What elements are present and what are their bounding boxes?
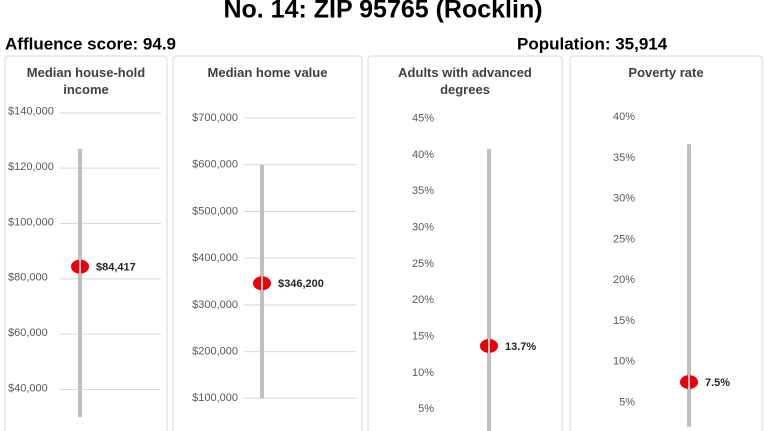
y-tick-label: $140,000	[8, 106, 54, 118]
y-tick-label: 45%	[412, 112, 434, 124]
y-tick-label: 15%	[412, 330, 434, 342]
value-label: 13.7%	[505, 341, 536, 353]
y-tick-label: 35%	[412, 185, 434, 197]
y-tick-label: 40%	[613, 111, 635, 123]
y-tick-label: 35%	[613, 152, 635, 164]
chart-title: Adults with advanced degrees	[398, 65, 532, 97]
panel	[172, 55, 363, 431]
y-tick-label: $40,000	[8, 382, 48, 394]
y-tick-label: $100,000	[192, 392, 238, 404]
y-tick-label: 10%	[412, 367, 434, 379]
y-tick-label: $700,000	[192, 112, 238, 124]
panel	[4, 55, 168, 431]
y-tick-label: $60,000	[8, 327, 48, 339]
y-tick-label: 25%	[412, 258, 434, 270]
page-title: No. 14: ZIP 95765 (Rocklin)	[223, 0, 542, 24]
y-tick-label: 20%	[412, 294, 434, 306]
chart-title: Poverty rate	[628, 65, 704, 80]
y-tick-label: $200,000	[192, 345, 238, 357]
y-tick-label: $100,000	[8, 216, 54, 228]
y-tick-label: $400,000	[192, 252, 238, 264]
value-label: $346,200	[278, 278, 324, 290]
population: Population: 35,914	[517, 34, 668, 53]
y-tick-label: $120,000	[8, 161, 54, 173]
y-tick-label: 40%	[412, 149, 434, 161]
y-tick-label: 25%	[613, 233, 635, 245]
panel	[367, 55, 563, 431]
affluence-score: Affluence score: 94.9	[5, 34, 176, 53]
panel	[569, 55, 763, 431]
y-tick-label: $600,000	[192, 159, 238, 171]
y-tick-label: $300,000	[192, 299, 238, 311]
y-tick-label: 5%	[418, 403, 434, 415]
chart-title: Median house-hold income	[26, 65, 146, 97]
y-tick-label: 15%	[613, 315, 635, 327]
y-tick-label: 5%	[619, 396, 635, 408]
y-tick-label: 20%	[613, 274, 635, 286]
chart-title: Median home value	[207, 65, 328, 80]
y-tick-label: $500,000	[192, 205, 238, 217]
y-tick-label: 30%	[613, 193, 635, 205]
value-label: 7.5%	[705, 377, 730, 389]
value-label: $84,417	[96, 262, 136, 274]
y-tick-label: 10%	[613, 356, 635, 368]
y-tick-label: 30%	[412, 221, 434, 233]
y-tick-label: $80,000	[8, 272, 48, 284]
